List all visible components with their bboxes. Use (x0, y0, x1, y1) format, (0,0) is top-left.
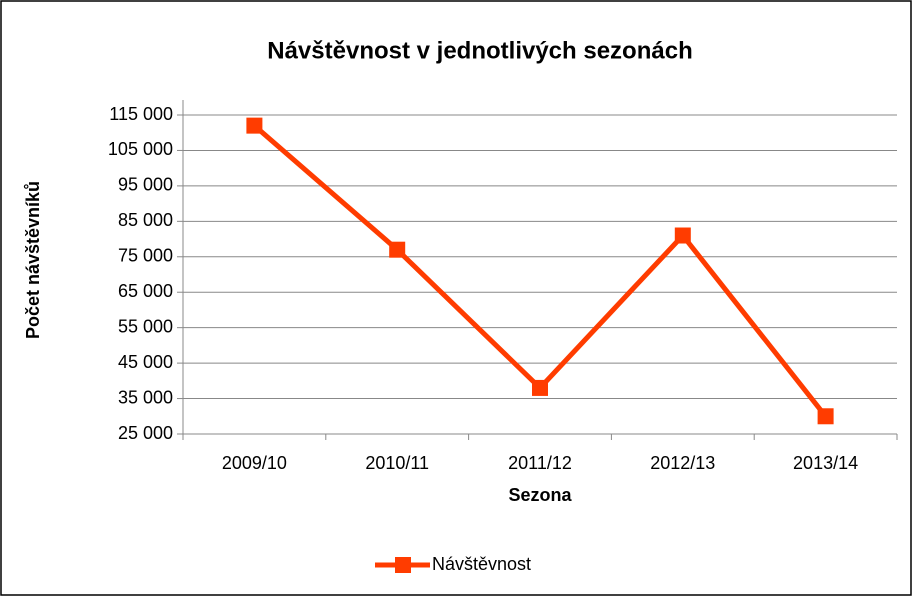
data-point (674, 227, 691, 244)
y-tick-label: 85 000 (118, 210, 173, 230)
y-tick-label: 35 000 (118, 387, 173, 407)
y-tick-label: 105 000 (108, 139, 173, 159)
x-tick-label: 2010/11 (365, 453, 429, 473)
x-tick-label: 2011/12 (508, 453, 572, 473)
y-tick-label: 25 000 (118, 423, 173, 443)
y-axis-label: Počet návštěvníků (23, 181, 43, 339)
data-point (389, 241, 406, 258)
x-tick-label: 2013/14 (793, 453, 858, 473)
legend-marker (395, 557, 411, 573)
y-tick-label: 75 000 (118, 246, 173, 266)
x-axis-label: Sezona (508, 485, 572, 505)
x-tick-label: 2012/13 (650, 453, 715, 473)
data-point (817, 408, 834, 425)
legend-label: Návštěvnost (432, 554, 531, 574)
y-tick-label: 65 000 (118, 281, 173, 301)
y-tick-label: 55 000 (118, 316, 173, 336)
data-point (532, 379, 548, 396)
y-tick-label: 95 000 (118, 175, 173, 195)
y-tick-label: 115 000 (109, 104, 173, 124)
data-point (246, 117, 263, 134)
chart-title: Návštěvnost v jednotlivých sezonách (267, 37, 692, 64)
y-tick-label: 45 000 (118, 352, 173, 372)
x-tick-label: 2009/10 (222, 453, 287, 473)
